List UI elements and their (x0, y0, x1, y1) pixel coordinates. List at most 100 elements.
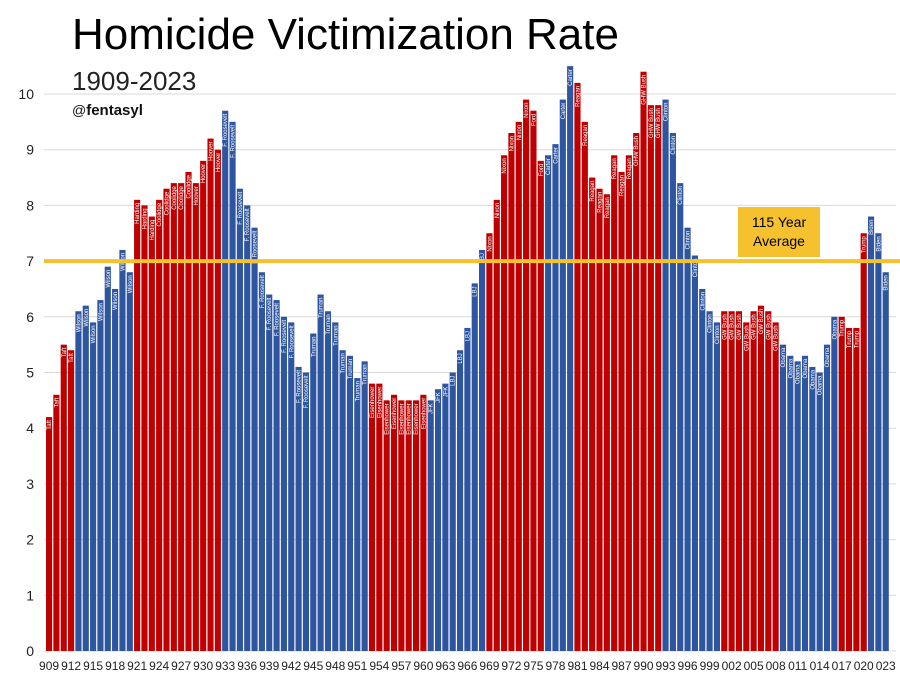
bar-label-1964: LBJ (451, 376, 457, 386)
bar-1975 (530, 110, 537, 651)
bar-label-1954: Eisenhower (377, 387, 383, 418)
bar-label-1937: F. Roosevelt (253, 230, 259, 263)
bar-label-1924: Coolidge (157, 202, 163, 226)
bar-label-1950: Truman (348, 359, 354, 379)
bar-label-1940: F. Roosevelt (275, 303, 281, 336)
bar-2002 (728, 311, 735, 651)
x-tick-label: 939 (259, 659, 279, 673)
bar-label-2018: Trump (847, 330, 853, 348)
bar-1982 (581, 121, 588, 652)
bar-1947 (324, 311, 332, 651)
bar-label-2010: Obama (788, 358, 794, 378)
bar-1955 (383, 400, 390, 651)
bar-label-1990: GHW Bush (642, 75, 648, 105)
bar-1938 (258, 272, 265, 651)
bar-label-1999: Clinton (708, 314, 714, 333)
bar-label-1947: Truman (326, 314, 332, 334)
bar-1946 (317, 294, 324, 651)
bar-label-1920: Wilson (128, 275, 134, 293)
bar-1968 (479, 249, 486, 651)
x-tick-label: 002 (722, 659, 742, 673)
bar-label-1961: JFK (429, 403, 435, 414)
bar-1984 (596, 188, 603, 651)
bar-label-1955: Eisenhower (385, 403, 391, 434)
bar-1983 (589, 177, 596, 652)
bar-label-1979: Carter (561, 103, 567, 120)
bar-label-1993: Clinton (664, 103, 670, 122)
bar-label-2000: Clinton (715, 325, 721, 344)
bar-2023 (882, 272, 889, 651)
x-tick-label: 927 (171, 659, 191, 673)
bar-2003 (735, 311, 743, 651)
bar-label-1965: LBJ (458, 353, 464, 363)
bar-1915 (90, 322, 97, 651)
bar-label-1917: Wilson (106, 270, 112, 288)
x-tick-label: 933 (215, 659, 235, 673)
x-tick-label: 948 (325, 659, 345, 673)
bar-2021 (867, 216, 875, 652)
x-tick-label: 005 (744, 659, 764, 673)
bar-1924 (156, 199, 163, 651)
bar-1961 (427, 400, 434, 651)
bar-1977 (545, 155, 552, 651)
bar-label-1985: Reagan (605, 197, 611, 218)
bar-1998 (699, 288, 706, 651)
handle-at: @ (72, 102, 87, 118)
bar-1966 (464, 327, 471, 651)
bar-label-1986: Reagan (612, 158, 618, 179)
bar-1948 (332, 322, 339, 651)
bar-1943 (295, 366, 302, 651)
bar-2020 (860, 233, 867, 651)
bar-1964 (449, 372, 456, 651)
bar-1918 (112, 288, 119, 651)
bar-2022 (875, 233, 882, 651)
bar-1949 (339, 350, 346, 651)
x-tick-label: 011 (788, 659, 807, 673)
x-tick-label: 963 (435, 659, 455, 673)
bar-1960 (420, 394, 427, 651)
bar-1976 (537, 160, 544, 651)
x-tick-label: 020 (854, 659, 874, 673)
bar-label-1932: Hoover (216, 153, 222, 172)
x-tick-label: 999 (700, 659, 720, 673)
bar-2005 (750, 311, 757, 651)
bar-1951 (354, 378, 361, 651)
bar-1933 (222, 110, 229, 651)
bar-1932 (214, 149, 221, 651)
bar-1929 (192, 183, 199, 651)
bar-label-2002: GW Bush (730, 314, 736, 340)
bar-1953 (368, 383, 376, 651)
bar-label-1923: Harding (150, 220, 156, 241)
bar-label-1978: Carter (553, 147, 559, 164)
bar-1916 (97, 300, 104, 651)
bar-1940 (273, 300, 280, 651)
bar-1972 (508, 132, 515, 652)
x-tick-label: 990 (634, 659, 654, 673)
bar-2012 (801, 355, 809, 651)
bar-label-1959: Eisenhower (414, 403, 420, 434)
x-tick-label: 957 (391, 659, 411, 673)
bar-label-1949: Truman (341, 353, 347, 373)
bar-1925 (163, 188, 170, 651)
bar-1996 (684, 227, 691, 651)
bar-label-1983: Reagan (590, 181, 596, 202)
bar-1992 (655, 105, 662, 651)
bar-label-1936: F. Roosevelt (245, 208, 251, 241)
bar-label-1962: JFK (436, 392, 442, 403)
bar-1985 (603, 194, 610, 651)
bar-1956 (390, 394, 398, 651)
bar-label-1958: Eisenhower (407, 403, 413, 434)
bar-label-1989: GHW Bush (634, 136, 640, 166)
x-tick-label: 954 (369, 659, 389, 673)
bar-label-1970: Nixon (495, 203, 501, 218)
bar-label-1984: Reagan (598, 192, 604, 213)
bar-label-1925: Coolidge (165, 191, 171, 215)
x-tick-label: 017 (832, 659, 852, 673)
x-tick-label: 996 (678, 659, 698, 673)
bar-1930 (200, 160, 207, 651)
y-tick-label: 1 (26, 587, 34, 603)
bar-1922 (141, 205, 148, 651)
bar-label-2006: GW Bush (759, 309, 765, 335)
bar-1920 (126, 272, 133, 651)
